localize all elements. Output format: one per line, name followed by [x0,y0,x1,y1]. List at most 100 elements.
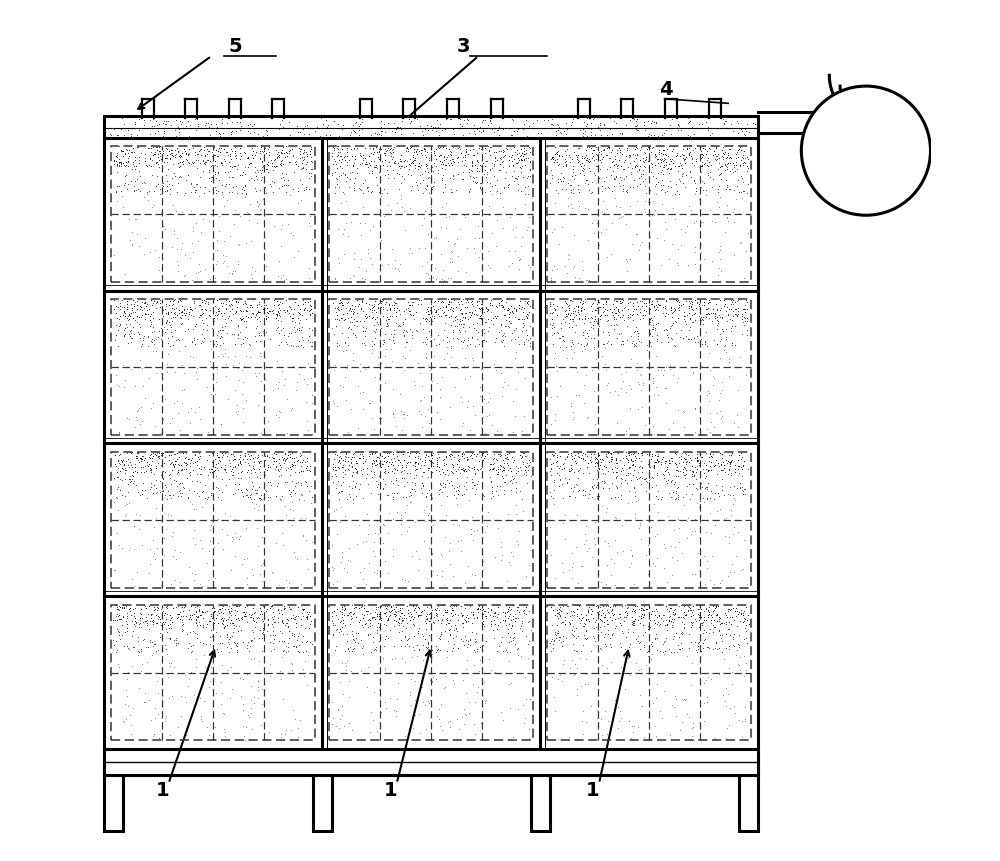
Point [347,125,363,139]
Point [420,357,436,371]
Point [393,511,409,525]
Point [191,257,207,271]
Point [504,154,520,168]
Point [128,478,144,492]
Point [358,452,374,466]
Point [247,330,263,344]
Point [452,142,468,156]
Point [245,459,261,473]
Point [549,146,565,160]
Point [626,463,642,477]
Point [516,337,532,350]
Point [462,449,478,462]
Point [442,536,458,549]
Point [658,599,674,613]
Point [246,697,262,710]
Point [463,527,479,541]
Point [231,356,247,369]
Point [715,140,731,154]
Point [246,615,262,629]
Point [165,338,181,352]
Point [282,603,298,616]
Point [407,450,423,464]
Point [380,319,396,332]
Point [329,312,345,325]
Point [501,677,517,691]
Point [180,679,196,693]
Point [392,120,408,133]
Point [232,209,248,223]
Point [121,313,137,326]
Point [288,339,304,353]
Point [667,159,683,173]
Point [385,548,401,562]
Point [590,121,606,134]
Point [507,607,523,621]
Point [591,448,607,461]
Point [386,337,402,350]
Point [730,453,746,467]
Point [251,653,267,667]
Point [405,641,421,654]
Point [302,303,318,317]
Point [692,494,708,508]
Point [361,611,377,625]
Point [222,630,238,644]
Point [386,140,402,154]
Point [701,386,717,400]
Point [163,492,179,505]
Point [386,619,402,633]
Point [241,338,257,351]
Point [335,299,351,313]
Point [604,143,620,157]
Point [278,508,294,522]
Point [303,302,319,316]
Point [599,141,615,155]
Point [633,454,649,468]
Point [377,349,393,362]
Point [469,294,485,308]
Point [327,468,343,481]
Point [375,472,391,486]
Point [736,614,752,628]
Point [206,311,222,325]
Point [109,465,125,479]
Point [361,309,377,323]
Point [233,483,249,497]
Point [417,632,433,646]
Point [684,464,700,478]
Point [349,465,365,479]
Point [640,457,656,471]
Point [613,617,629,631]
Point [421,152,437,165]
Point [589,604,605,618]
Point [324,538,340,552]
Point [712,252,728,266]
Point [625,305,641,319]
Point [404,298,420,312]
Point [339,565,355,579]
Point [663,540,679,554]
Point [564,170,580,183]
Point [562,294,578,307]
Point [636,638,652,652]
Point [520,294,536,308]
Point [709,322,725,336]
Point [338,450,354,464]
Point [666,645,682,659]
Point [444,245,460,259]
Point [357,362,373,375]
Point [284,663,300,677]
Point [722,312,738,325]
Point [132,508,148,522]
Point [642,302,658,316]
Point [644,329,660,343]
Point [445,603,461,616]
Point [419,118,435,132]
Point [365,300,381,313]
Point [642,312,658,325]
Point [120,336,136,350]
Point [504,128,520,142]
Point [634,699,650,713]
Point [604,628,620,641]
